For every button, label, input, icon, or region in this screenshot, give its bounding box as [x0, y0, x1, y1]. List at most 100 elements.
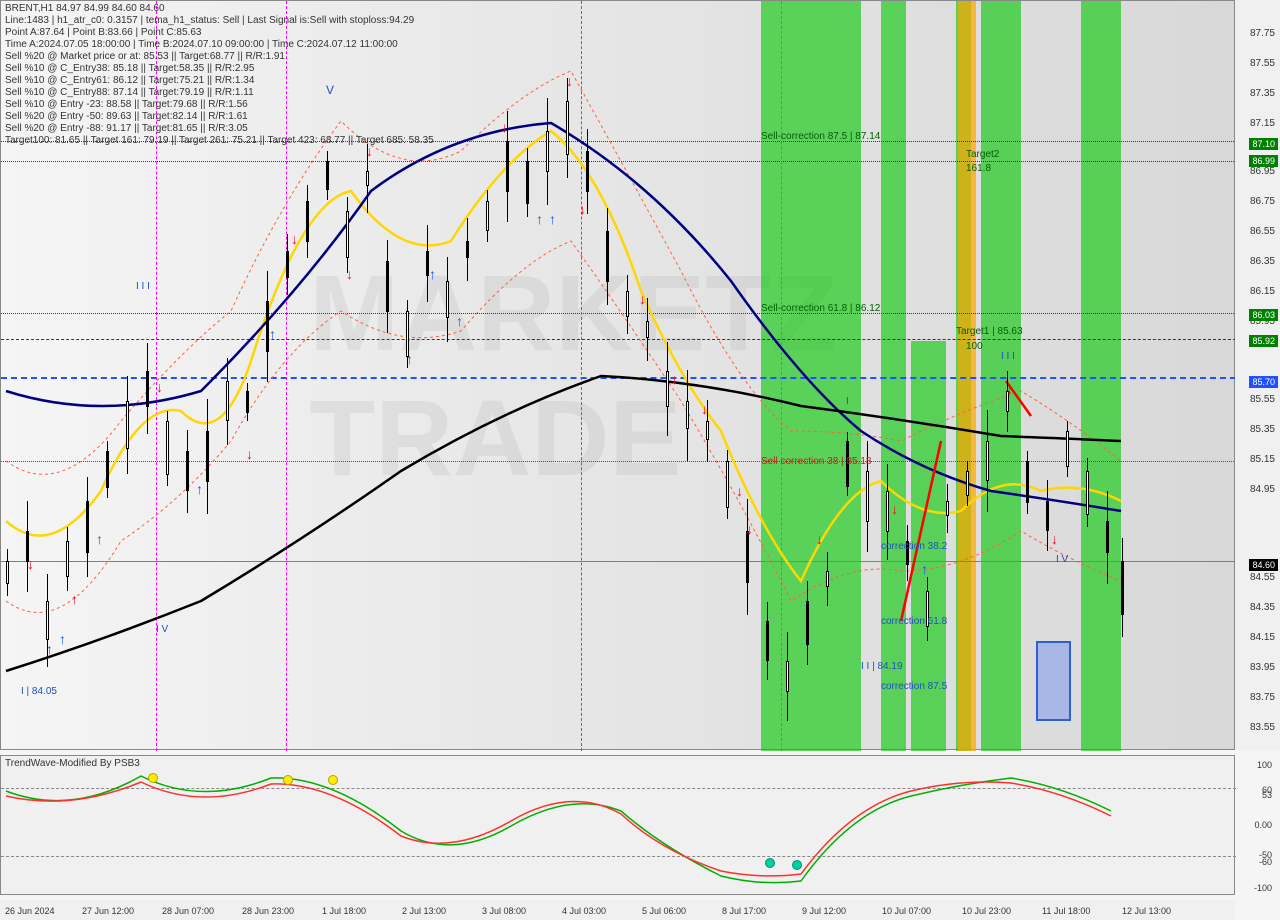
indicator-dot	[328, 775, 338, 785]
x-tick-label: 28 Jun 07:00	[162, 906, 214, 916]
up-arrow-icon: ↑	[549, 211, 556, 227]
main-price-chart[interactable]: MARKETZ TRADE	[0, 0, 1235, 750]
x-tick-label: 1 Jul 18:00	[322, 906, 366, 916]
time-marker	[286, 1, 287, 751]
x-tick-label: 12 Jul 13:00	[1122, 906, 1171, 916]
price-level-line	[1, 561, 1236, 562]
signal-info: Sell %10 @ C_Entry38: 85.18 || Target:58…	[5, 63, 254, 74]
y-tick-label: 84.55	[1250, 572, 1275, 583]
x-tick-label: 2 Jul 13:00	[402, 906, 446, 916]
y-price-marker: 85.92	[1249, 335, 1278, 347]
price-level-line	[1, 377, 1236, 379]
up-arrow-icon: ↑	[269, 326, 276, 342]
annotation: Sell-correction 87.5 | 87.14	[761, 131, 880, 142]
y-price-marker: 86.03	[1249, 309, 1278, 321]
down-arrow-icon: ↓	[736, 483, 743, 499]
x-tick-label: 26 Jun 2024	[5, 906, 55, 916]
down-arrow-icon: ↓	[346, 266, 353, 282]
y-tick-label: 85.35	[1250, 424, 1275, 435]
indicator-subchart[interactable]: TrendWave-Modified By PSB3	[0, 755, 1235, 895]
signal-info: Sell %10 @ C_Entry88: 87.14 || Target:79…	[5, 87, 254, 98]
indicator-dot	[765, 858, 775, 868]
signal-zone	[981, 1, 1021, 751]
up-arrow-icon: ↑	[59, 631, 66, 647]
wave-label: I V	[1056, 554, 1068, 565]
up-arrow-icon: ↑	[536, 211, 543, 227]
signal-info: Sell %20 @ Entry -50: 89.63 || Target:82…	[5, 111, 248, 122]
x-tick-label: 11 Jul 18:00	[1042, 906, 1090, 916]
y-tick-label: 83.75	[1250, 692, 1275, 703]
signal-info: Sell %20 @ Market price or at: 85.53 || …	[5, 51, 285, 62]
up-arrow-icon: ↑	[71, 591, 78, 607]
annotation: 100	[966, 341, 983, 352]
up-arrow-icon: ↑	[96, 531, 103, 547]
y-tick-label: 87.55	[1250, 58, 1275, 69]
y-price-marker: 86.99	[1249, 155, 1278, 167]
wave-label: I V	[156, 624, 168, 635]
signal-info: Time A:2024.07.05 18:00:00 | Time B:2024…	[5, 39, 398, 50]
up-arrow-icon: ↑	[406, 351, 413, 367]
indicator-tick: 0.00	[1254, 820, 1272, 830]
signal-zone	[881, 1, 906, 751]
annotation: 161.8	[966, 163, 991, 174]
signal-zone	[1081, 1, 1121, 751]
indicator-title: TrendWave-Modified By PSB3	[5, 758, 140, 769]
price-y-axis: 87.7587.5587.3587.1586.9586.7586.5586.35…	[1235, 0, 1280, 750]
down-arrow-icon: ↓	[816, 531, 823, 547]
signal-zone-orange	[958, 1, 976, 751]
y-price-marker: 87.10	[1249, 138, 1278, 150]
y-tick-label: 85.55	[1250, 394, 1275, 405]
annotation: Sell correction 38 | 85.18	[761, 456, 871, 467]
indicator-lines	[1, 756, 1236, 896]
annotation: Target2	[966, 149, 999, 160]
y-tick-label: 86.35	[1250, 256, 1275, 267]
down-arrow-icon: ↓	[891, 501, 898, 517]
x-tick-label: 28 Jun 23:00	[242, 906, 294, 916]
price-level-line	[1, 313, 1236, 314]
down-arrow-icon: ↓	[1006, 381, 1013, 397]
x-tick-label: 3 Jul 08:00	[482, 906, 526, 916]
up-arrow-icon: ↑	[46, 641, 53, 657]
up-arrow-icon: ↑	[921, 561, 928, 577]
signal-info: Point A:87.64 | Point B:83.66 | Point C:…	[5, 27, 201, 38]
down-arrow-icon: ↓	[566, 73, 573, 89]
y-tick-label: 87.75	[1250, 28, 1275, 39]
annotation: correction 61.8	[881, 616, 947, 627]
indicator-tick: 100	[1257, 760, 1272, 770]
time-x-axis: 26 Jun 2024 27 Jun 12:00 28 Jun 07:00 28 Ju…	[0, 900, 1235, 920]
x-tick-label: 9 Jul 12:00	[802, 906, 846, 916]
y-price-marker: 85.70	[1249, 376, 1278, 388]
y-tick-label: 83.95	[1250, 662, 1275, 673]
y-tick-label: 84.95	[1250, 484, 1275, 495]
y-tick-label: 83.55	[1250, 722, 1275, 733]
down-arrow-icon: ↓	[156, 379, 163, 395]
down-arrow-icon: ↓	[746, 521, 753, 537]
down-arrow-icon: ↓	[246, 446, 253, 462]
indicator-dot	[283, 775, 293, 785]
y-tick-label: 86.55	[1250, 226, 1275, 237]
signal-info: Target100: 81.65 || Target 161: 79.19 ||…	[5, 135, 434, 146]
y-tick-label: 86.15	[1250, 286, 1275, 297]
indicator-tick: 53	[1262, 790, 1272, 800]
signal-zone	[761, 1, 861, 751]
signal-info: Sell %10 @ C_Entry61: 86.12 || Target:75…	[5, 75, 254, 86]
annotation: I | 84.05	[21, 686, 57, 697]
down-arrow-icon: ↓	[701, 401, 708, 417]
price-level-line	[1, 339, 1236, 340]
wave-label: V	[326, 83, 334, 97]
symbol-title: BRENT,H1 84.97 84.99 84.60 84.60	[5, 3, 165, 14]
indicator-level	[1, 856, 1236, 857]
indicator-y-axis: 10060530.00-50-60-100	[1235, 755, 1280, 895]
indicator-dot	[148, 773, 158, 783]
annotation: correction 87.5	[881, 681, 947, 692]
price-level-line	[1, 161, 1236, 162]
time-marker	[581, 1, 582, 751]
x-tick-label: 27 Jun 12:00	[82, 906, 134, 916]
y-tick-label: 86.95	[1250, 166, 1275, 177]
signal-info: Sell %10 @ Entry -23: 88.58 || Target:79…	[5, 99, 248, 110]
signal-zone-blue	[1036, 641, 1071, 721]
chart-container: MARKETZ TRADE	[0, 0, 1280, 920]
annotation: Sell-correction 61.8 | 86.12	[761, 303, 880, 314]
down-arrow-icon: ↓	[579, 201, 586, 217]
down-arrow-icon: ↓	[1051, 531, 1058, 547]
